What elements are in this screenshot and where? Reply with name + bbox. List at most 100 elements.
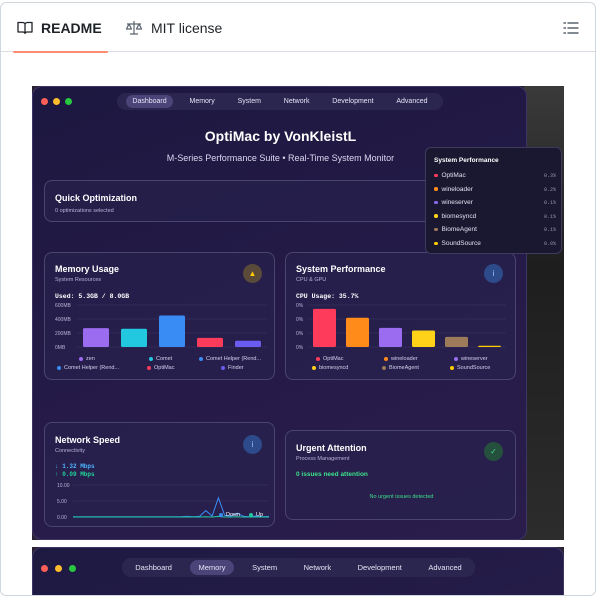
nav-network[interactable]: Network bbox=[303, 563, 332, 572]
urgent-attention-card: Urgent Attention Process Management ✓ 0 … bbox=[285, 430, 516, 520]
tooltip-row-name: wineserver bbox=[441, 199, 473, 207]
perf-legend-soundsource: SoundSource bbox=[450, 365, 490, 371]
nav-bar-2: Dashboard Memory System Network Developm… bbox=[122, 558, 475, 577]
perf-chart-bar bbox=[346, 317, 369, 347]
urgent-note: No urgent issues detected bbox=[369, 494, 434, 500]
nav-advanced[interactable]: Advanced bbox=[396, 98, 428, 105]
tooltip-row-name: BiomeAgent bbox=[441, 226, 477, 234]
screenshot-memory: Dashboard Memory System Network Developm… bbox=[32, 547, 564, 595]
quick-optimization-title: Quick Optimization bbox=[55, 193, 138, 203]
tab-readme-label: README bbox=[41, 19, 102, 36]
nav-development[interactable]: Development bbox=[332, 98, 374, 105]
tooltip-row-name: OptiMac bbox=[441, 172, 466, 179]
tooltip-row-value: 0.1% bbox=[543, 200, 556, 207]
memory-chart-bar bbox=[235, 340, 261, 347]
perf-chart-tick-label: 0% bbox=[296, 303, 304, 309]
outline-toggle-button[interactable] bbox=[563, 20, 579, 41]
perf-legend-biomeagent: BiomeAgent bbox=[382, 365, 419, 371]
network-title: Network Speed bbox=[55, 435, 121, 445]
perf-legend-optimac: OptiMac bbox=[316, 356, 343, 362]
tooltip-row-name: biomesyncd bbox=[441, 212, 477, 220]
memory-legend-comet-helper-2: Comet Helper (Rend... bbox=[57, 365, 119, 371]
color-dot-icon bbox=[434, 173, 438, 178]
network-legend-up: Up bbox=[249, 512, 263, 518]
nav-memory[interactable]: Memory bbox=[189, 98, 215, 105]
memory-chart-bar bbox=[121, 328, 147, 347]
info-icon[interactable]: i bbox=[484, 264, 503, 283]
network-subtitle: Connectivity bbox=[55, 448, 85, 454]
nav-system[interactable]: System bbox=[252, 563, 278, 572]
info-icon[interactable]: i bbox=[243, 435, 262, 454]
tooltip-row-name: wineloader bbox=[441, 185, 473, 193]
tooltip-row-name: SoundSource bbox=[441, 240, 481, 247]
tooltip-row: wineserver 0.1% bbox=[434, 199, 556, 206]
memory-legend-comet: Comet bbox=[149, 356, 172, 362]
color-dot-icon bbox=[434, 214, 438, 218]
book-icon bbox=[17, 21, 33, 34]
color-dot-icon bbox=[434, 227, 438, 232]
close-dot-icon[interactable] bbox=[41, 565, 48, 572]
perf-legend-biomesyncd: biomesyncd bbox=[312, 365, 348, 371]
screenshot-dashboard: Dashboard Memory System Network Developm… bbox=[32, 86, 564, 540]
tooltip-title: System Performance bbox=[434, 157, 499, 164]
check-icon: ✓ bbox=[484, 442, 503, 461]
perf-title: System Performance bbox=[296, 264, 386, 274]
network-series-up bbox=[73, 515, 269, 518]
nav-advanced[interactable]: Advanced bbox=[428, 563, 462, 572]
nav-network[interactable]: Network bbox=[283, 98, 310, 105]
nav-development[interactable]: Development bbox=[357, 563, 402, 572]
tab-license[interactable]: MIT license bbox=[125, 3, 222, 52]
tooltip-row: OptiMac 0.3% bbox=[434, 172, 556, 179]
memory-subtitle: System Resources bbox=[55, 277, 102, 283]
download-speed: ↓ 1.32 Mbps bbox=[55, 463, 95, 470]
app-title: OptiMac by VonKleistL bbox=[204, 128, 357, 144]
minimize-dot-icon[interactable] bbox=[55, 565, 62, 572]
cpu-usage: CPU Usage: 35.7% bbox=[296, 293, 359, 300]
tab-bar: README MIT license bbox=[1, 3, 595, 53]
tab-readme[interactable]: README bbox=[13, 3, 108, 53]
tooltip-row: wineloader 0.2% bbox=[434, 186, 556, 193]
zoom-dot-icon[interactable] bbox=[65, 98, 72, 105]
memory-chart-tick-label: 0MB bbox=[55, 345, 66, 351]
tooltip-row: SoundSource 0.0% bbox=[434, 240, 556, 247]
perf-chart-bar bbox=[445, 336, 468, 347]
memory-chart: 0MB 200MB 400MB 600MB bbox=[55, 303, 267, 351]
quick-optimization-count: 0 optimizations selected bbox=[55, 208, 114, 214]
nav-memory[interactable]: Memory bbox=[190, 560, 234, 575]
tooltip-row-value: 0.0% bbox=[543, 241, 556, 247]
network-speed-card: Network Speed Connectivity i ↓ 1.32 Mbps… bbox=[44, 422, 275, 527]
perf-legend-wineloader: wineloader bbox=[384, 356, 418, 362]
memory-chart-tick-label: 200MB bbox=[55, 331, 72, 337]
color-dot-icon bbox=[434, 187, 438, 191]
memory-usage-card: Memory Usage System Resources ▲ Used: 5.… bbox=[44, 252, 275, 380]
close-dot-icon[interactable] bbox=[41, 98, 48, 105]
system-performance-card: System Performance CPU & GPU i CPU Usage… bbox=[285, 252, 516, 380]
memory-chart-tick-label: 600MB bbox=[55, 303, 72, 309]
nav-dashboard[interactable]: Dashboard bbox=[135, 563, 172, 572]
app-subtitle: M-Series Performance Suite • Real-Time S… bbox=[166, 153, 395, 163]
memory-legend-finder: Finder bbox=[221, 365, 244, 371]
zoom-dot-icon[interactable] bbox=[69, 565, 76, 572]
network-chart-tick-label: 0.00 bbox=[57, 515, 67, 521]
network-chart: 0.00 5.00 10.00 bbox=[57, 483, 270, 521]
perf-chart-tick-label: 0% bbox=[296, 345, 304, 351]
memory-legend-optimac: OptiMac bbox=[147, 365, 174, 371]
nav-system[interactable]: System bbox=[237, 98, 261, 105]
memory-legend-zen: zen bbox=[79, 356, 95, 362]
tooltip-row-value: 0.3% bbox=[543, 173, 556, 179]
nav-dashboard[interactable]: Dashboard bbox=[126, 95, 173, 108]
performance-chart: 0% 0% 0% 0% bbox=[296, 303, 506, 351]
urgent-status: 0 issues need attention bbox=[296, 471, 368, 478]
perf-chart-bar bbox=[478, 345, 501, 347]
memory-chart-bar bbox=[83, 328, 109, 347]
network-legend-down: Down bbox=[219, 512, 240, 518]
upload-speed: ↑ 0.09 Mbps bbox=[55, 471, 95, 478]
color-dot-icon bbox=[434, 200, 438, 205]
warning-icon: ▲ bbox=[243, 264, 262, 283]
tooltip-row: biomesyncd 0.1% bbox=[434, 213, 556, 220]
tooltip-row-value: 0.2% bbox=[543, 186, 556, 193]
minimize-dot-icon[interactable] bbox=[53, 98, 60, 105]
perf-chart-bar bbox=[379, 327, 402, 347]
perf-subtitle: CPU & GPU bbox=[296, 277, 327, 283]
